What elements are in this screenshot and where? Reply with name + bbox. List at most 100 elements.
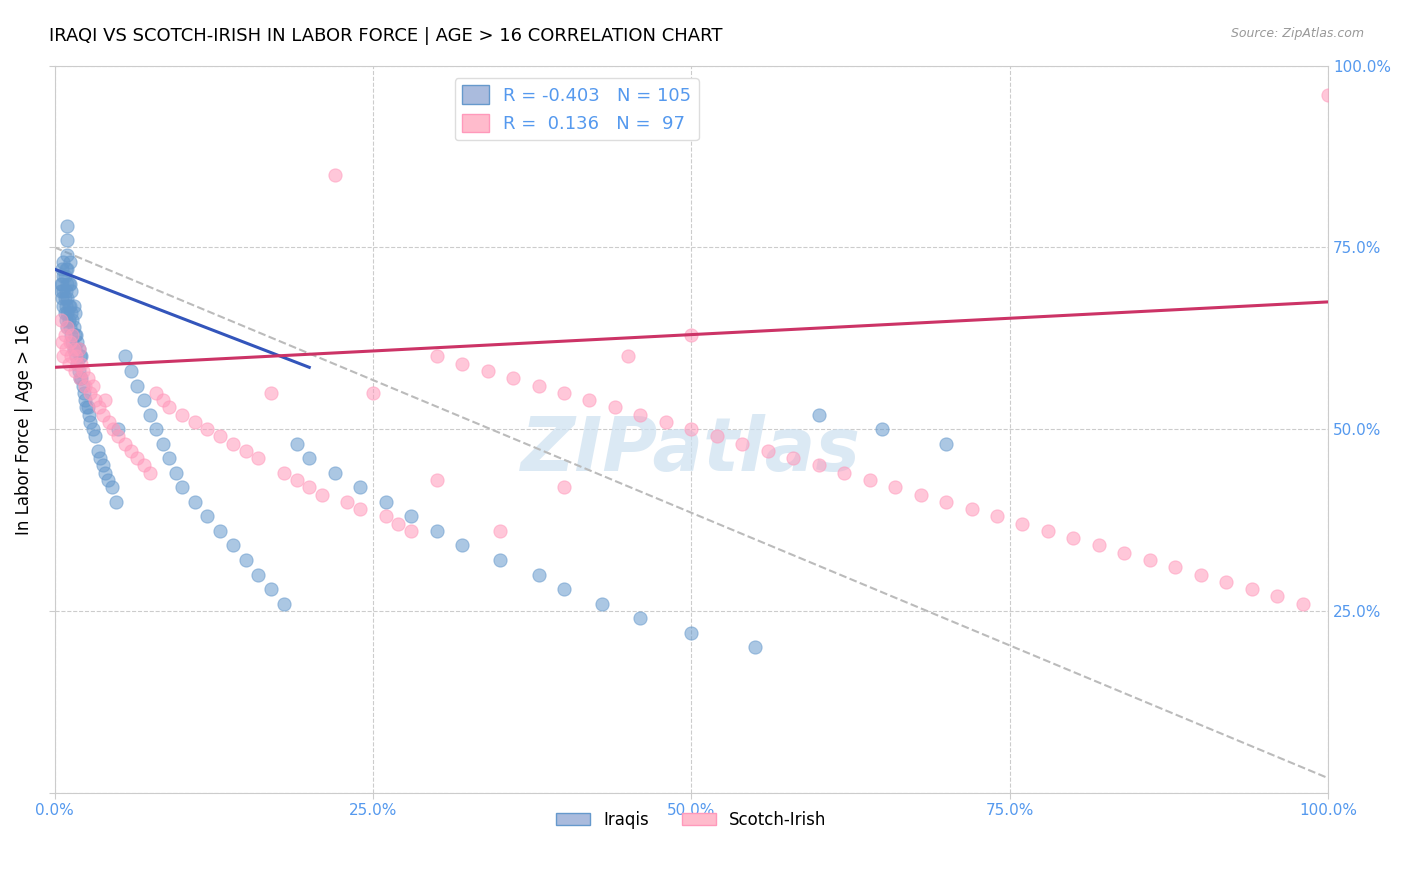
Point <box>374 509 396 524</box>
Point <box>628 611 651 625</box>
Point <box>744 640 766 655</box>
Point <box>107 429 129 443</box>
Point <box>807 458 830 473</box>
Point <box>79 385 101 400</box>
Point <box>55 342 77 356</box>
Point <box>553 385 575 400</box>
Point <box>399 509 422 524</box>
Point <box>75 392 97 407</box>
Point <box>1114 546 1136 560</box>
Point <box>55 313 77 327</box>
Point <box>70 371 93 385</box>
Point <box>502 371 524 385</box>
Point <box>195 509 218 524</box>
Point <box>756 444 779 458</box>
Point <box>165 466 187 480</box>
Point <box>58 313 80 327</box>
Point <box>527 567 550 582</box>
Point <box>58 357 80 371</box>
Point <box>79 415 101 429</box>
Text: IRAQI VS SCOTCH-IRISH IN LABOR FORCE | AGE > 16 CORRELATION CHART: IRAQI VS SCOTCH-IRISH IN LABOR FORCE | A… <box>49 27 723 45</box>
Point <box>489 553 512 567</box>
Point <box>63 327 86 342</box>
Point <box>104 495 127 509</box>
Point <box>603 401 626 415</box>
Y-axis label: In Labor Force | Age > 16: In Labor Force | Age > 16 <box>15 324 32 535</box>
Point <box>152 392 174 407</box>
Point <box>76 371 98 385</box>
Point <box>59 277 82 291</box>
Point <box>260 582 283 596</box>
Point <box>114 436 136 450</box>
Point <box>62 342 84 356</box>
Point <box>477 364 499 378</box>
Point <box>222 538 245 552</box>
Point <box>361 385 384 400</box>
Point <box>53 327 76 342</box>
Point <box>51 262 73 277</box>
Point <box>69 371 91 385</box>
Point <box>56 277 79 291</box>
Point <box>152 436 174 450</box>
Point <box>578 392 600 407</box>
Legend: Iraqis, Scotch-Irish: Iraqis, Scotch-Irish <box>550 804 832 835</box>
Point <box>94 392 117 407</box>
Point <box>935 495 957 509</box>
Point <box>285 436 308 450</box>
Point <box>114 350 136 364</box>
Point <box>910 487 932 501</box>
Point <box>67 364 90 378</box>
Point <box>59 334 82 349</box>
Point <box>1011 516 1033 531</box>
Point <box>49 277 72 291</box>
Point <box>91 458 114 473</box>
Point <box>1164 560 1187 574</box>
Point <box>323 466 346 480</box>
Point <box>553 480 575 494</box>
Text: Source: ZipAtlas.com: Source: ZipAtlas.com <box>1230 27 1364 40</box>
Point <box>681 625 703 640</box>
Point <box>52 284 75 298</box>
Point <box>349 502 371 516</box>
Point <box>60 334 83 349</box>
Point <box>62 299 84 313</box>
Point <box>426 350 449 364</box>
Point <box>399 524 422 538</box>
Point <box>75 401 97 415</box>
Point <box>72 364 94 378</box>
Point <box>53 269 76 284</box>
Point <box>77 408 100 422</box>
Point <box>59 255 82 269</box>
Point <box>426 473 449 487</box>
Point <box>681 327 703 342</box>
Point <box>139 466 162 480</box>
Point <box>120 364 142 378</box>
Point <box>59 320 82 334</box>
Point <box>94 466 117 480</box>
Point <box>1265 590 1288 604</box>
Point <box>58 299 80 313</box>
Point <box>69 371 91 385</box>
Point <box>157 451 180 466</box>
Point <box>311 487 333 501</box>
Point <box>52 350 75 364</box>
Point <box>832 466 855 480</box>
Point <box>1036 524 1059 538</box>
Point <box>235 444 257 458</box>
Point <box>70 357 93 371</box>
Point <box>69 350 91 364</box>
Point <box>84 429 107 443</box>
Point <box>73 385 96 400</box>
Point <box>67 342 90 356</box>
Point <box>60 327 83 342</box>
Point <box>451 538 474 552</box>
Point <box>97 473 120 487</box>
Point <box>884 480 907 494</box>
Point <box>63 342 86 356</box>
Point <box>681 422 703 436</box>
Point <box>628 408 651 422</box>
Point <box>273 597 295 611</box>
Point <box>84 392 107 407</box>
Point <box>56 262 79 277</box>
Point <box>132 458 155 473</box>
